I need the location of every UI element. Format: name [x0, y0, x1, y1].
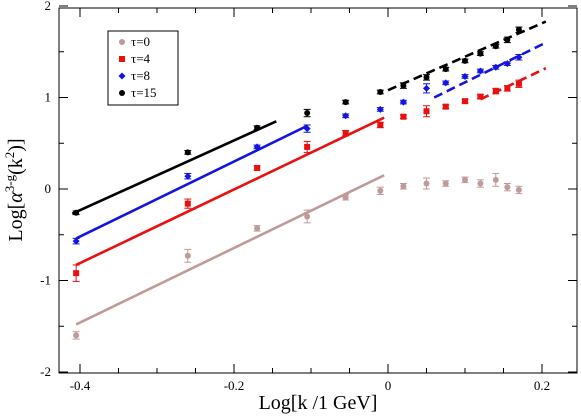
x-tick-label: 0: [385, 378, 392, 393]
point-diamond: [461, 72, 469, 80]
point-square: [119, 56, 125, 62]
point-square: [342, 130, 349, 137]
point-circle: [477, 180, 484, 187]
fit-line-dashed: [433, 41, 547, 99]
point-diamond: [72, 237, 80, 245]
point-diamond: [253, 143, 261, 151]
point-diamond: [503, 60, 511, 68]
point-diamond: [399, 98, 407, 106]
plot-frame: [58, 7, 578, 374]
legend-label: τ=4: [131, 51, 151, 66]
point-square: [442, 103, 449, 110]
y-tick-label: 0: [45, 181, 52, 196]
point-square: [377, 121, 384, 128]
point-circle: [504, 36, 511, 43]
point-square: [462, 98, 468, 105]
point-circle: [377, 89, 384, 96]
legend-label: τ=8: [131, 68, 150, 83]
fit-line: [75, 116, 385, 267]
point-circle: [184, 252, 191, 259]
point-square: [515, 80, 522, 87]
point-circle: [515, 26, 522, 33]
point-circle: [504, 184, 511, 191]
point-square: [477, 93, 484, 100]
point-diamond: [342, 112, 350, 120]
point-circle: [184, 149, 191, 156]
point-circle: [400, 183, 407, 190]
point-circle: [119, 90, 125, 96]
x-tick-label: 0.2: [534, 378, 550, 393]
y-tick-label: 1: [45, 90, 52, 105]
point-circle: [400, 82, 407, 89]
point-square: [184, 200, 191, 207]
point-circle: [377, 187, 384, 194]
data-points: [72, 26, 523, 340]
y-tick-label: 2: [45, 0, 52, 13]
point-circle: [342, 99, 349, 106]
point-diamond: [492, 63, 500, 71]
legend-label: τ=15: [131, 85, 157, 100]
point-circle: [119, 39, 125, 45]
point-circle: [423, 74, 430, 81]
point-square: [504, 85, 511, 92]
point-square: [492, 88, 499, 95]
y-tick-label: -2: [40, 364, 51, 379]
point-circle: [304, 213, 311, 220]
fit-line: [71, 120, 277, 215]
point-circle: [462, 176, 468, 183]
x-tick-label: -0.2: [224, 378, 245, 393]
point-circle: [304, 110, 311, 117]
point-circle: [492, 43, 499, 50]
point-circle: [477, 50, 484, 57]
point-circle: [423, 180, 430, 187]
point-diamond: [476, 67, 484, 75]
legend: τ=0 τ=4 τ=8 τ=15: [107, 30, 179, 106]
fit-line-dashed: [479, 67, 547, 101]
point-circle: [442, 180, 449, 187]
point-diamond: [515, 53, 523, 61]
point-square: [304, 143, 311, 150]
point-square: [423, 108, 430, 115]
axis-ticks: -0.4 -0.2 0 0.2 -2 -1 0 1 2: [40, 0, 577, 393]
point-circle: [462, 57, 468, 64]
point-diamond: [184, 172, 192, 180]
point-circle: [254, 225, 261, 232]
point-diamond: [423, 84, 430, 92]
point-diamond: [376, 105, 384, 113]
point-circle: [73, 332, 80, 339]
x-tick-label: -0.4: [70, 378, 91, 393]
point-diamond: [303, 125, 311, 133]
point-diamond: [442, 79, 450, 87]
fit-line: [75, 174, 385, 326]
point-circle: [442, 66, 449, 73]
point-circle: [254, 124, 261, 131]
point-square: [73, 270, 80, 277]
x-axis-title: Log[k /1 GeV]: [259, 392, 378, 414]
y-tick-label: -1: [40, 273, 51, 288]
point-diamond: [118, 72, 126, 80]
point-square: [254, 164, 261, 171]
y-axis-title: Log[α3-g(k2)]: [2, 138, 27, 241]
point-circle: [73, 209, 80, 216]
point-circle: [342, 194, 349, 201]
point-square: [400, 113, 407, 120]
point-circle: [492, 176, 499, 183]
point-circle: [515, 186, 522, 193]
fit-line: [75, 124, 308, 240]
legend-label: τ=0: [131, 34, 150, 49]
